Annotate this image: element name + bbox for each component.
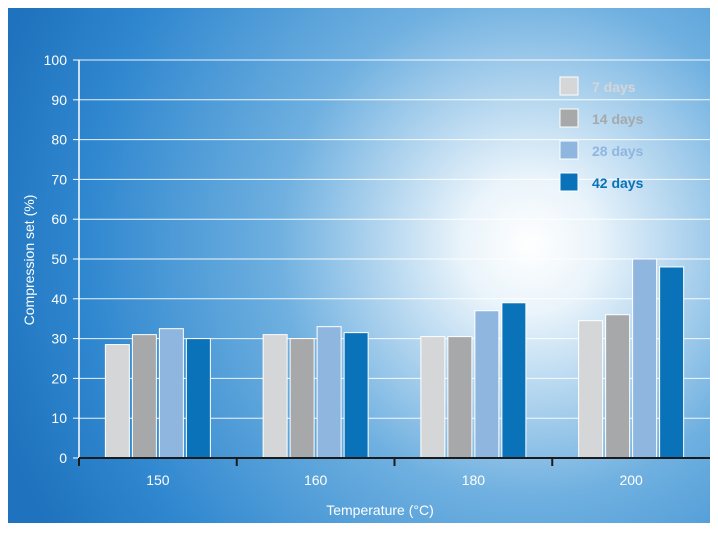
bar-14-days-180	[447, 336, 473, 459]
bar-28-days-160	[316, 326, 342, 459]
legend-label: 28 days	[592, 143, 644, 159]
x-tick-label: 200	[619, 472, 643, 488]
y-tick-label: 70	[51, 171, 67, 187]
legend-swatch	[559, 76, 579, 96]
y-tick-label: 60	[51, 211, 67, 227]
y-tick-label: 0	[59, 450, 67, 466]
legend-label: 42 days	[592, 175, 644, 191]
bar-7-days-180	[420, 336, 446, 459]
y-tick-label: 40	[51, 291, 67, 307]
bars	[104, 258, 685, 459]
bar-14-days-200	[605, 314, 631, 459]
bar-7-days-150	[104, 344, 130, 459]
bar-28-days-200	[632, 258, 658, 459]
legend-swatch	[559, 172, 579, 192]
y-tick-label: 10	[51, 410, 67, 426]
x-tick-label: 150	[146, 472, 170, 488]
bar-42-days-150	[185, 338, 211, 459]
legend-swatch	[559, 140, 579, 160]
legend-label: 14 days	[592, 111, 644, 127]
y-axis-title: Compression set (%)	[21, 195, 37, 326]
bar-42-days-160	[343, 332, 369, 459]
bar-7-days-160	[262, 334, 288, 459]
bar-28-days-150	[158, 328, 184, 459]
y-tick-label: 80	[51, 132, 67, 148]
bar-14-days-160	[289, 338, 315, 459]
y-tick-label: 90	[51, 92, 67, 108]
bar-14-days-150	[131, 334, 157, 459]
axes: 0 10 20 30 40 50 60 70 80 90 100 150 160 180 200	[44, 52, 710, 488]
bar-7-days-200	[578, 320, 604, 459]
bar-42-days-180	[501, 302, 527, 459]
bar-42-days-200	[659, 266, 685, 459]
x-tick-label: 180	[462, 472, 486, 488]
bar-28-days-180	[474, 310, 500, 459]
legend: 7 days 14 days 28 days 42 days	[559, 76, 644, 192]
y-tick-label: 100	[44, 52, 68, 68]
y-tick-label: 30	[51, 331, 67, 347]
gridlines	[79, 59, 710, 419]
legend-swatch	[559, 108, 579, 128]
y-tick-label: 20	[51, 370, 67, 386]
y-tick-label: 50	[51, 251, 67, 267]
legend-label: 7 days	[592, 79, 636, 95]
x-axis-title: Temperature (°C)	[326, 502, 434, 518]
x-tick-label: 160	[304, 472, 328, 488]
